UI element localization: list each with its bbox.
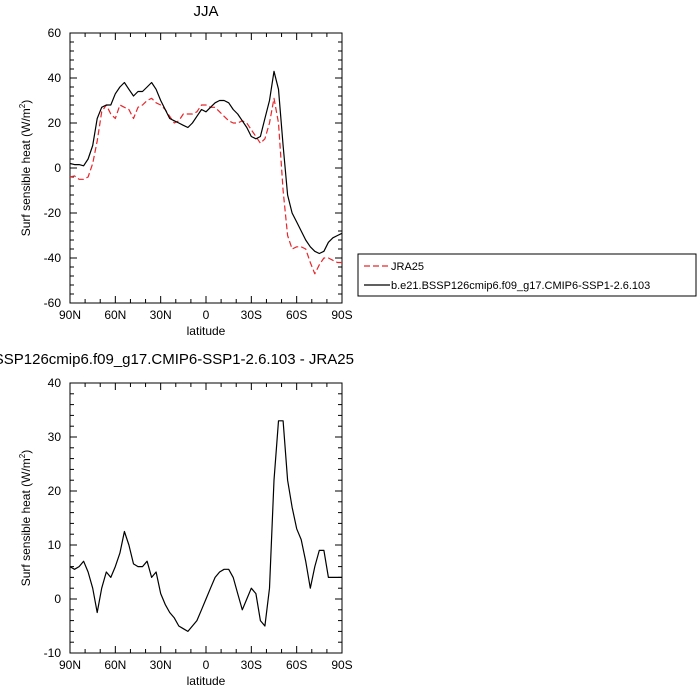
y-axis-label-0: Surf sensible heat (W/m2): [18, 100, 33, 237]
series-line-0-0: [69, 97, 342, 275]
x-tick-label-0-5: 60S: [286, 308, 307, 322]
x-tick-label-1-6: 90S: [331, 658, 352, 672]
x-tick-label-1-5: 60S: [286, 658, 307, 672]
x-tick-label-1-3: 0: [203, 658, 210, 672]
y-tick-label-0-6: 60: [48, 26, 62, 40]
legend: JRA25 b.e21.BSSP126cmip6.f09_g17.CMIP6-SS…: [357, 253, 697, 297]
x-axis-label-0: latitude: [187, 324, 226, 338]
chart-title-1: b.e21.BSSP126cmip6.f09_g17.CMIP6-SSP1-2.…: [0, 351, 354, 368]
x-tick-label-1-1: 60N: [104, 658, 126, 672]
x-tick-label-0-6: 90S: [331, 308, 352, 322]
y-axis-label-superscript: 2: [18, 103, 27, 108]
legend-label-1: b.e21.BSSP126cmip6.f09_g17.CMIP6-SSP1-2.…: [391, 280, 650, 292]
chart-title-0: JJA: [193, 3, 218, 20]
y-axis-label-text: Surf sensible heat (W/m: [19, 108, 33, 236]
legend-label-0: JRA25: [391, 261, 424, 273]
y-tick-label-0-5: 40: [48, 71, 62, 85]
y-axis-label-text: Surf sensible heat (W/m: [19, 458, 33, 586]
y-tick-label-1-2: 10: [48, 538, 62, 552]
y-tick-label-1-5: 40: [48, 376, 62, 390]
y-tick-label-0-0: -60: [44, 296, 62, 310]
y-tick-label-0-3: 0: [54, 161, 61, 175]
y-tick-label-0-4: 20: [48, 116, 62, 130]
x-axis-label-1: latitude: [187, 674, 226, 688]
y-axis-label-superscript: 2: [18, 453, 27, 458]
legend-box: [357, 253, 697, 297]
y-tick-label-0-1: -40: [44, 251, 62, 265]
y-tick-label-0-2: -20: [44, 206, 62, 220]
series-line-1-0: [69, 420, 342, 633]
series-line-0-1: [69, 70, 343, 255]
y-tick-label-1-4: 30: [48, 430, 62, 444]
x-tick-label-0-4: 30S: [241, 308, 262, 322]
plot-frame-0: [69, 32, 343, 304]
x-tick-label-0-2: 30N: [150, 308, 172, 322]
bottom-panel: b.e21.BSSP126cmip6.f09_g17.CMIP6-SSP1-2.…: [0, 351, 354, 688]
x-tick-label-1-0: 90N: [59, 658, 81, 672]
x-tick-label-0-1: 60N: [104, 308, 126, 322]
y-axis-label-close: ): [19, 450, 33, 454]
y-axis-label-close: ): [19, 100, 33, 104]
x-tick-label-0-0: 90N: [59, 308, 81, 322]
top-panel: JJA 90N 60N 30N 0 30S 60S 90S -60 -40 -20 0 20 40 60 la…: [18, 3, 353, 338]
y-tick-label-1-0: -10: [44, 646, 62, 660]
x-tick-label-0-3: 0: [203, 308, 210, 322]
y-tick-label-1-1: 0: [54, 592, 61, 606]
x-tick-label-1-4: 30S: [241, 658, 262, 672]
y-tick-label-1-3: 20: [48, 484, 62, 498]
plot-frame-1: [69, 382, 343, 654]
y-axis-label-1: Surf sensible heat (W/m2): [18, 450, 33, 587]
x-tick-label-1-2: 30N: [150, 658, 172, 672]
